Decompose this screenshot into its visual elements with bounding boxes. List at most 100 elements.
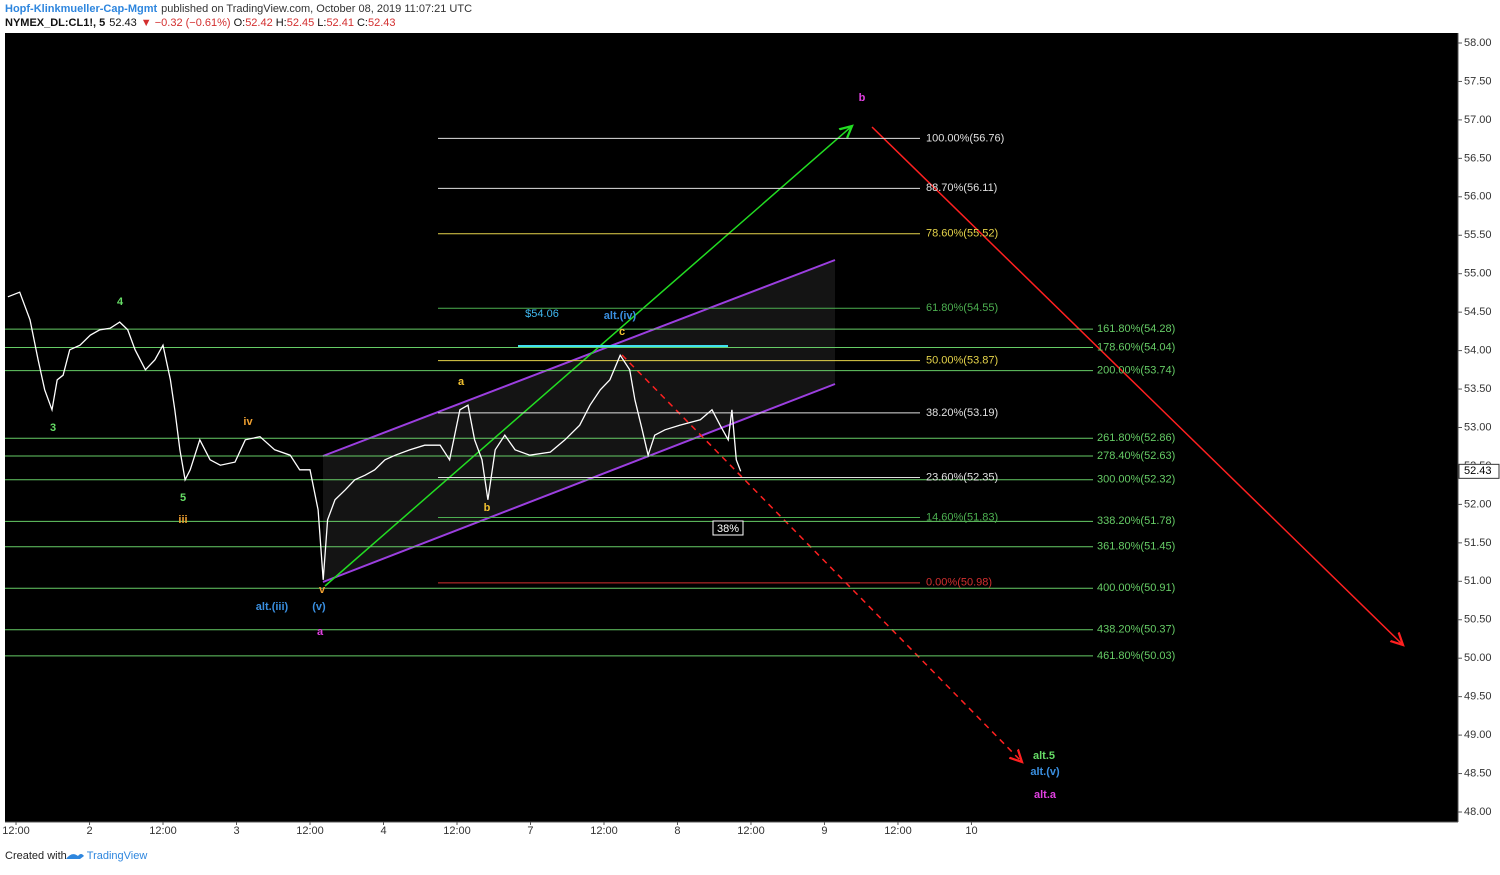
y-tick-label: 51.00: [1464, 575, 1492, 587]
y-tick-label: 55.00: [1464, 268, 1492, 280]
fib-label: 438.20%(50.37): [1097, 624, 1175, 636]
ohlc-value: 52.45: [287, 17, 315, 29]
x-tick-label: 12:00: [443, 825, 471, 837]
y-tick-label: 50.00: [1464, 652, 1492, 664]
fib-label: 38.20%(53.19): [926, 407, 998, 419]
fib-label: 61.80%(54.55): [926, 302, 998, 314]
fib-label: 200.00%(53.74): [1097, 364, 1175, 376]
y-tick-label: 53.00: [1464, 421, 1492, 433]
fib-label: 300.00%(52.32): [1097, 474, 1175, 486]
wave-label: (v): [312, 601, 326, 613]
y-tick-label: 51.50: [1464, 537, 1492, 549]
fib-label: 178.60%(54.04): [1097, 341, 1175, 353]
price-line: [7, 291, 742, 580]
author: Hopf-Klinkmueller-Cap-Mgmt: [5, 3, 158, 15]
fib-label: 14.60%(51.83): [926, 511, 998, 523]
y-tick-label: 54.50: [1464, 306, 1492, 318]
ohlc-key: L:: [317, 17, 326, 29]
x-tick-label: 12:00: [737, 825, 765, 837]
y-tick-label: 48.50: [1464, 767, 1492, 779]
ohlc-key: C:: [357, 17, 368, 29]
wave-label: 4: [117, 296, 124, 308]
channel-lower: [322, 383, 836, 583]
last-price-label: 52.43: [1464, 465, 1492, 477]
wave-label: 5: [180, 492, 186, 504]
footer: Created with TradingView: [5, 850, 147, 862]
brand: TradingView: [87, 850, 148, 862]
y-tick-label: 56.00: [1464, 191, 1492, 203]
fib-label: 461.80%(50.03): [1097, 650, 1175, 662]
wave-label: alt.(iv): [604, 310, 637, 322]
y-tick-label: 57.50: [1464, 75, 1492, 87]
projection-arrow: [871, 126, 1403, 645]
channel-upper: [322, 259, 836, 457]
fib-label: 338.20%(51.78): [1097, 515, 1175, 527]
wave-label: c: [619, 326, 625, 338]
y-tick-label: 54.00: [1464, 345, 1492, 357]
footer-text: Created with: [5, 850, 67, 862]
y-tick-label: 53.50: [1464, 383, 1492, 395]
fib-label: 361.80%(51.45): [1097, 541, 1175, 553]
ohlc-value: 52.41: [326, 17, 354, 29]
wave-label: alt.(v): [1030, 766, 1060, 778]
y-tick-label: 55.50: [1464, 229, 1492, 241]
x-tick-label: 7: [527, 825, 533, 837]
x-tick-label: 4: [380, 825, 386, 837]
x-tick-label: 9: [821, 825, 827, 837]
fib-label: 50.00%(53.87): [926, 355, 998, 367]
brand-logo: [66, 854, 84, 859]
y-tick-label: 49.50: [1464, 691, 1492, 703]
fib-label: 161.80%(54.28): [1097, 323, 1175, 335]
ohlc-key: H:: [276, 17, 287, 29]
last-price-tag: [1458, 463, 1500, 479]
wave-label: b: [859, 92, 866, 104]
wave-label: $54.06: [525, 308, 559, 320]
wave-label: alt.(iii): [256, 601, 289, 613]
plot-layer: [5, 126, 1403, 762]
fib-label: 88.70%(56.11): [926, 182, 997, 194]
fib-label: 261.80%(52.86): [1097, 432, 1175, 444]
wave-label: a: [317, 626, 324, 638]
trend-arrow: [324, 126, 852, 587]
x-tick-label: 12:00: [590, 825, 618, 837]
fib-label: 278.40%(52.63): [1097, 450, 1175, 462]
x-tick-label: 12:00: [2, 825, 30, 837]
ohlc-key: O:: [234, 17, 246, 29]
published: published on TradingView.com, October 08…: [161, 3, 472, 15]
wave-label: a: [458, 376, 465, 388]
y-tick-label: 50.50: [1464, 614, 1492, 626]
wave-label: iii: [178, 514, 187, 526]
symbol: NYMEX_DL:CL1!, 5: [5, 17, 105, 29]
fib-label: 78.60%(55.52): [926, 228, 998, 240]
channel-fill: [323, 260, 835, 582]
wave-label: alt.5: [1033, 750, 1055, 762]
y-tick-label: 56.50: [1464, 152, 1492, 164]
ohlc-value: 52.43: [368, 17, 396, 29]
fib-label: 100.00%(56.76): [926, 132, 1004, 144]
wave-label: alt.a: [1034, 789, 1057, 801]
wave-label: b: [484, 502, 491, 514]
x-tick-label: 12:00: [149, 825, 177, 837]
x-tick-label: 12:00: [296, 825, 324, 837]
x-tick-label: 8: [674, 825, 680, 837]
price-axis: [1459, 33, 1500, 822]
y-tick-label: 52.00: [1464, 498, 1492, 510]
projection-arrow: [621, 354, 1022, 762]
y-tick-label: 48.00: [1464, 806, 1492, 818]
symbol-line: NYMEX_DL:CL1!, 5 52.43 ▼ −0.32 (−0.61%) O: 5…: [5, 17, 396, 29]
x-tick-label: 10: [965, 825, 977, 837]
wave-label: 3: [50, 422, 56, 434]
wave-label: v: [319, 584, 326, 596]
change: ▼ −0.32 (−0.61%): [141, 17, 231, 29]
x-tick-label: 2: [86, 825, 92, 837]
fib-label: 400.00%(50.91): [1097, 582, 1175, 594]
wave-label: iv: [243, 416, 253, 428]
box-label: 38%: [717, 523, 739, 535]
x-tick-label: 12:00: [884, 825, 912, 837]
box: [712, 520, 744, 536]
y-tick-label: 57.00: [1464, 114, 1492, 126]
fib-label: 0.00%(50.98): [926, 577, 992, 589]
fib-label: 23.60%(52.35): [926, 471, 998, 483]
plot-area: [5, 33, 1458, 822]
header-line: Hopf-Klinkmueller-Cap-Mgmt published on T…: [5, 3, 472, 15]
